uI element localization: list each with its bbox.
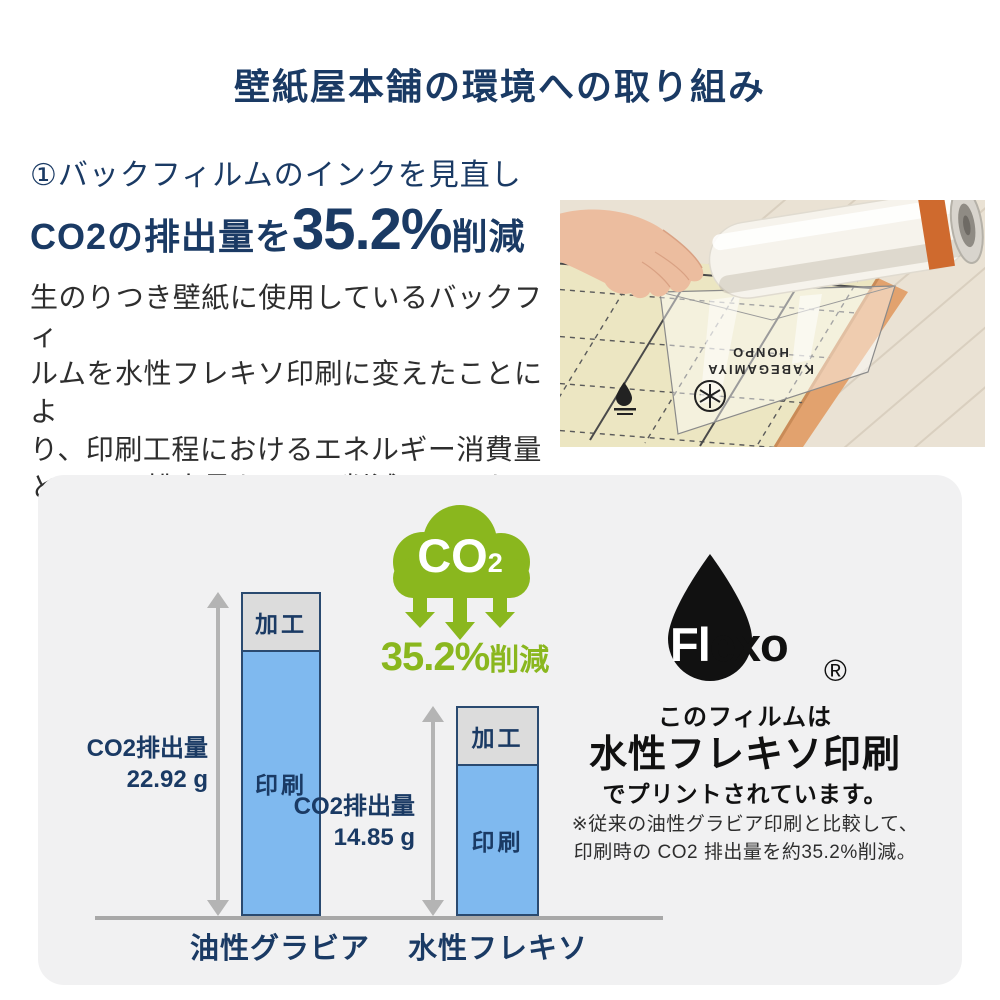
body-line: り、印刷工程におけるエネルギー消費量 [30, 434, 542, 465]
registered-trademark-icon: ® [824, 653, 847, 688]
wallpaper-roll [708, 200, 984, 299]
highlight-value: 35.2% [292, 197, 452, 262]
film-logo-circle [694, 380, 726, 412]
bar-0: 加工 印刷 [241, 592, 321, 916]
flexo-note-line2: 印刷時の CO2 排出量を約35.2%削減。 [573, 842, 917, 863]
segment-label: 印刷 [255, 772, 307, 798]
flexo-logo-text: Flexo [670, 617, 789, 672]
bar-height-arrow-1 [421, 706, 445, 916]
bar-1-value-label: CO2排出量 14.85 g [250, 791, 415, 853]
value-label-title: CO2排出量 [86, 735, 208, 762]
segment-label: 印刷 [471, 829, 524, 855]
value-label-amount: 22.92 g [126, 766, 208, 793]
sheet-flexo-mark [614, 382, 636, 415]
arrow-down-icon [207, 900, 229, 916]
bar-1-segment-kakou: 加工 [458, 708, 537, 766]
value-label-amount: 14.85 g [333, 824, 415, 851]
flexo-text-outside: exo [709, 618, 789, 671]
co2-cloud-icon [393, 505, 530, 640]
section-heading: ①バックフィルムのインクを見直し [30, 159, 522, 192]
hand-icon [560, 209, 704, 299]
film-brand-text-line1: KABEGAMIYA [706, 362, 814, 377]
arrow-down-icon [422, 900, 444, 916]
reduction-suffix: 削減 [489, 644, 550, 677]
arrow-up-icon [207, 592, 229, 608]
film-brand-text-line2: HONPO [731, 345, 789, 360]
category-label-0: 油性グラビア [189, 933, 370, 965]
bar-1: 加工 印刷 [456, 706, 539, 916]
body-paragraph: 生のりつき壁紙に使用しているバックフィ ルムを水性フレキソ印刷に変えたことによ … [30, 279, 550, 507]
bar-1-segment-insatsu: 印刷 [458, 766, 537, 914]
value-label-title: CO2排出量 [293, 793, 415, 820]
bar-0-segment-insatsu: 印刷 [243, 652, 319, 914]
arrow-stem [216, 608, 220, 900]
flexo-caption-line3: でプリントされています。 [602, 781, 888, 807]
flexo-caption-line1: このフィルムは [657, 704, 833, 731]
category-label-1: 水性フレキソ [407, 933, 588, 965]
reduction-label: 35.2%削減 [355, 635, 575, 680]
co2-subscript: 2 [487, 548, 503, 578]
flexo-note-line1: ※従来の油性グラビア印刷と比較して、 [571, 814, 919, 835]
sheet-orange-edge [775, 278, 908, 447]
segment-label: 加工 [255, 611, 307, 637]
chart-panel: 加工 印刷 CO2排出量 22.92 g 油性グラビア 加工 印刷 CO2排 [38, 475, 962, 985]
chart-baseline [95, 916, 663, 920]
reduction-value: 35.2% [380, 635, 490, 679]
highlight-prefix: CO2の排出量を [30, 216, 293, 257]
arrow-up-icon [422, 706, 444, 722]
body-line: 生のりつき壁紙に使用しているバックフィ [30, 282, 543, 351]
flexo-droplet-icon [668, 554, 752, 681]
arrow-stem [431, 722, 435, 900]
page-title: 壁紙屋本舗の環境への取り組み [233, 66, 766, 107]
bar-0-segment-kakou: 加工 [243, 594, 319, 652]
product-photo: KABEGAMIYA HONPO [560, 200, 985, 447]
flexo-text-on-droplet: Fl [670, 618, 711, 671]
flexo-caption-line2: 水性フレキソ印刷 [588, 734, 901, 776]
segment-label: 加工 [471, 725, 524, 751]
bar-0-value-label: CO2排出量 22.92 g [43, 733, 208, 795]
highlight-suffix: 削減 [451, 216, 526, 257]
transparent-film: KABEGAMIYA HONPO [659, 285, 896, 435]
co2-cloud-label: CO2 [375, 528, 545, 583]
body-line: ルムを水性フレキソ印刷に変えたことによ [30, 358, 543, 427]
co2-highlight-line: CO2の排出量を 35.2% 削減 [30, 196, 526, 263]
bar-height-arrow-0 [206, 592, 230, 916]
co2-text: CO [417, 529, 488, 582]
